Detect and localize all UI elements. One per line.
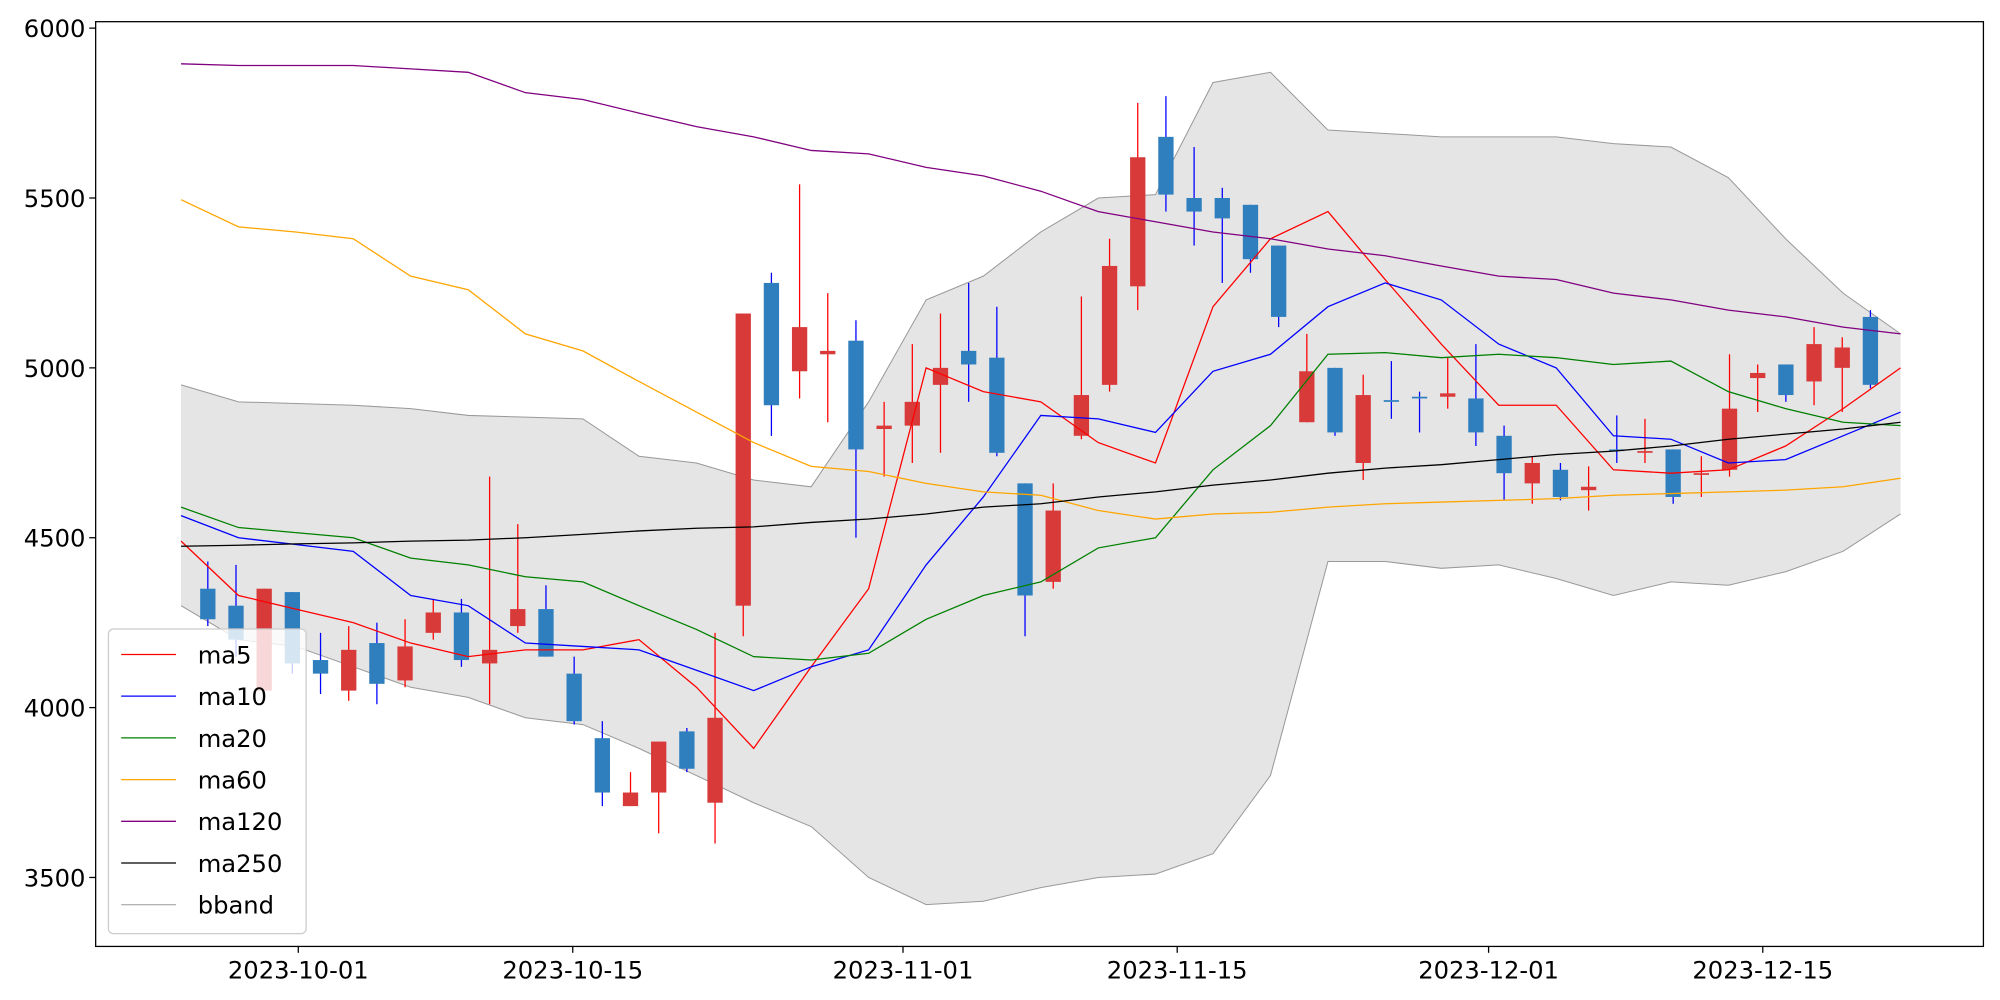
y-tick-label: 5500 <box>24 185 86 213</box>
candle-body <box>397 646 413 681</box>
candle-body <box>1186 198 1202 212</box>
candle-body <box>1214 198 1230 219</box>
candle-body <box>763 282 780 406</box>
candle-body <box>425 612 441 633</box>
candle-body <box>481 649 498 664</box>
y-tick-label: 5000 <box>24 355 86 383</box>
candle-body <box>1580 486 1597 491</box>
candle-body <box>1862 316 1879 385</box>
ma-line <box>181 421 1901 547</box>
candle-body <box>1017 483 1033 596</box>
candle-body <box>1778 364 1794 396</box>
candle-body <box>820 350 836 355</box>
candle-body <box>848 340 864 450</box>
ma-line <box>180 199 1901 520</box>
candle-body <box>1693 473 1709 475</box>
candle-body <box>679 731 695 769</box>
legend-label: bband <box>198 892 274 920</box>
legend-label: ma250 <box>198 850 283 878</box>
y-tick-label: 6000 <box>24 15 86 43</box>
candle-body <box>453 612 470 661</box>
candle-body <box>200 588 216 620</box>
plot-frame <box>95 21 1985 948</box>
ma-line <box>181 63 1901 335</box>
candle-body <box>1327 367 1343 433</box>
candle-body <box>1299 371 1315 423</box>
candle-body <box>1468 398 1484 433</box>
x-tick-label: 2023-12-01 <box>1418 956 1559 984</box>
candle-body <box>735 313 751 606</box>
legend-label: ma20 <box>198 725 267 753</box>
candle-body <box>1637 451 1653 453</box>
candle-body <box>1130 157 1146 287</box>
legend-label: ma120 <box>198 808 283 836</box>
candle-body <box>1496 435 1512 474</box>
legend-label: ma60 <box>198 767 267 795</box>
y-tick-label: 3500 <box>24 864 86 892</box>
candle-body <box>1440 393 1456 397</box>
y-tick-label: 4000 <box>24 695 86 723</box>
x-tick-label: 2023-11-01 <box>833 956 974 984</box>
candle-body <box>1270 245 1287 317</box>
candle-body <box>1355 395 1371 463</box>
candle-body <box>1158 136 1174 195</box>
x-tick-label: 2023-12-15 <box>1692 956 1833 984</box>
x-tick-label: 2023-10-01 <box>228 956 369 984</box>
band-upper <box>180 71 1901 488</box>
ma-line <box>180 282 1901 692</box>
legend-label: ma5 <box>198 641 252 669</box>
candle-body <box>510 609 526 627</box>
candle-body <box>594 738 610 793</box>
candle-body <box>341 649 357 691</box>
candle-body <box>876 425 892 430</box>
candle-body <box>1524 462 1540 484</box>
candle-body <box>707 717 723 803</box>
candle-body <box>1750 372 1766 379</box>
candle-body <box>989 357 1005 453</box>
candle-body <box>961 350 977 365</box>
candle-body <box>566 673 582 722</box>
y-tick-label: 4500 <box>24 525 86 553</box>
candle-body <box>369 643 385 684</box>
candle-body <box>1073 395 1090 436</box>
legend-label: ma10 <box>198 683 267 711</box>
candle-body <box>1242 204 1259 260</box>
candle-body <box>1834 347 1850 368</box>
plot-area <box>180 63 1901 906</box>
candle-body <box>1806 344 1822 382</box>
candle-body <box>1045 510 1061 582</box>
ma-line <box>180 351 1901 661</box>
candle-body <box>1101 265 1118 385</box>
ma-line <box>180 210 1901 750</box>
candle-body <box>1411 396 1428 399</box>
legend-box <box>107 628 307 935</box>
x-tick-label: 2023-10-15 <box>502 956 643 984</box>
candle-body <box>622 792 639 807</box>
candle-body <box>312 660 329 674</box>
candle-body <box>651 741 667 793</box>
candle-body <box>1552 469 1569 497</box>
band-fill <box>181 72 1901 905</box>
candle-body <box>791 327 808 372</box>
candle-body <box>1383 400 1400 402</box>
band-lower <box>180 513 1901 906</box>
x-tick-label: 2023-11-15 <box>1107 956 1248 984</box>
